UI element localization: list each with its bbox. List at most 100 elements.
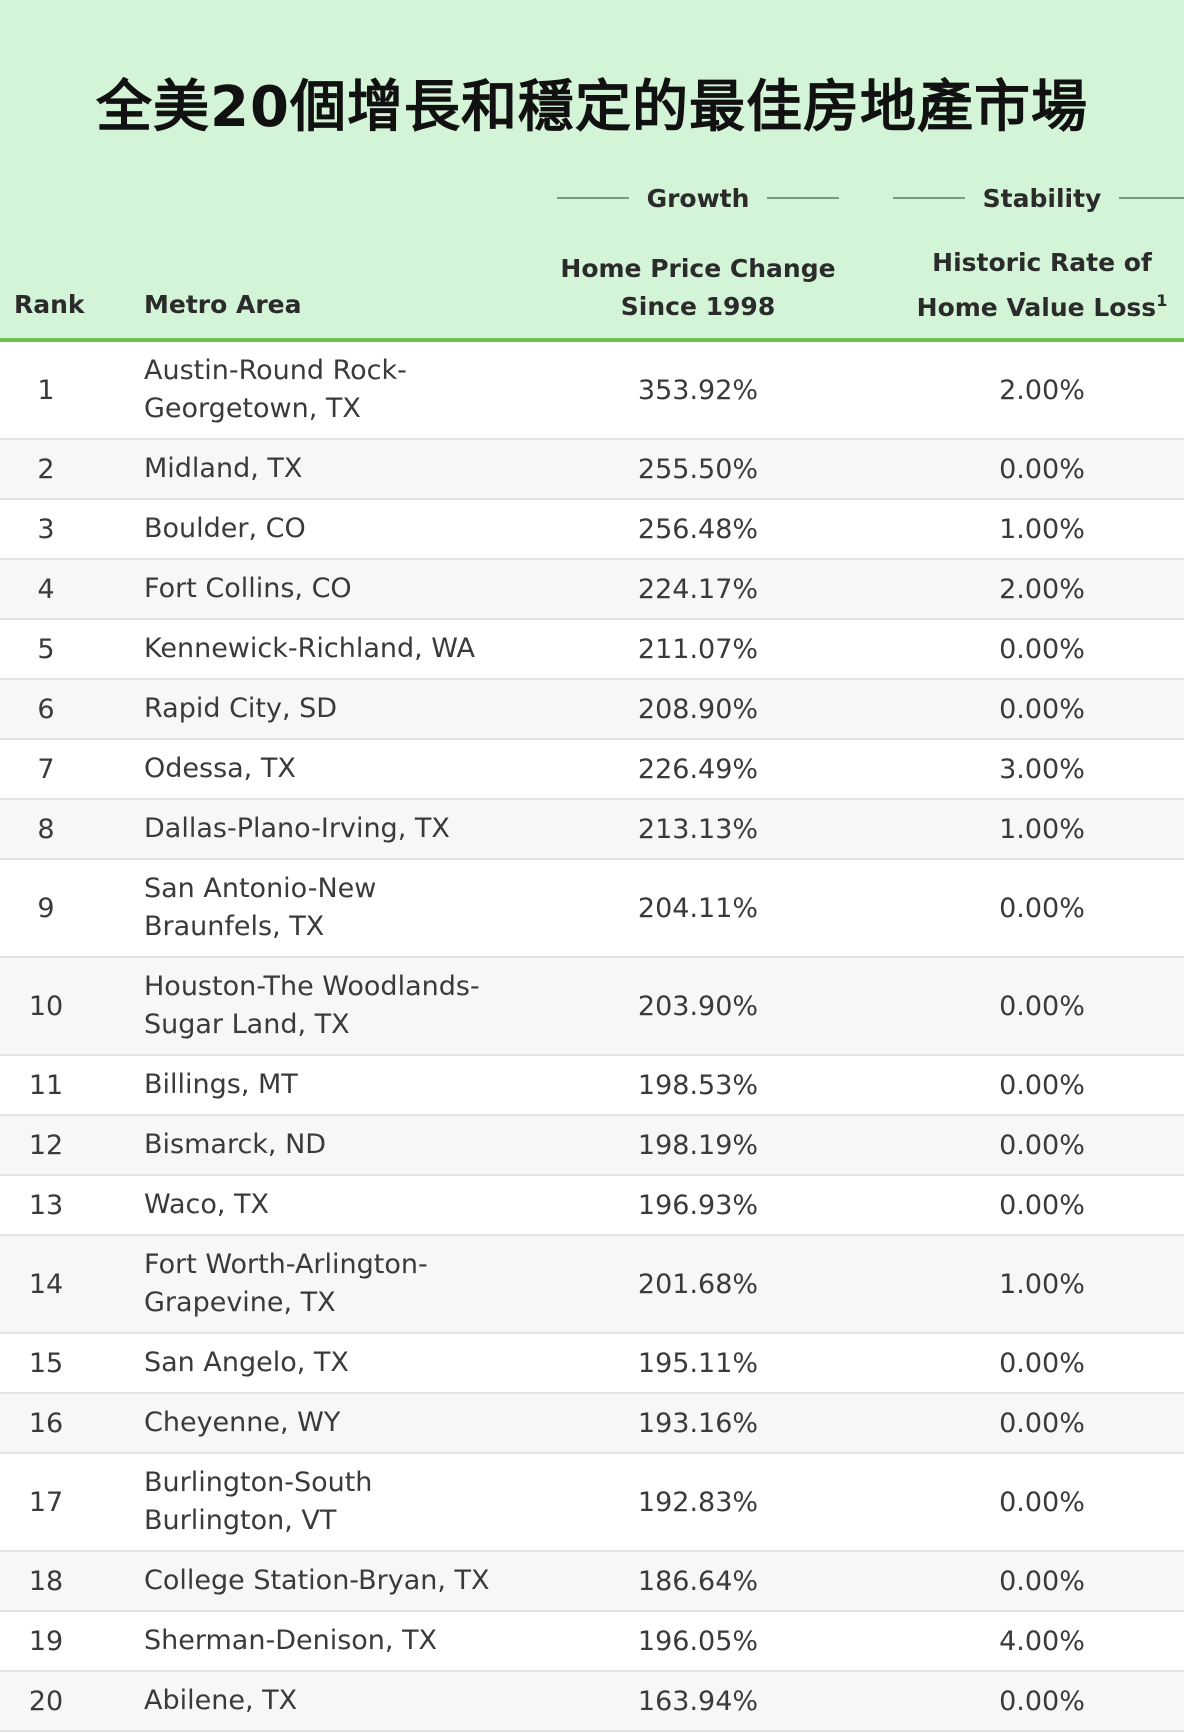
home-price-change-cell: 208.90% — [637, 693, 759, 725]
table-row: 13 Waco, TX 196.93% 0.00% — [0, 1176, 1184, 1236]
rank-cell: 15 — [28, 1347, 64, 1379]
metro-area-line: Braunfels, TX — [144, 911, 325, 942]
metro-area-cell: Odessa, TX — [144, 753, 296, 784]
table-row: 11 Billings, MT 198.53% 0.00% — [0, 1056, 1184, 1116]
home-value-loss-cell: 4.00% — [999, 1625, 1085, 1657]
rank-cell: 8 — [37, 813, 55, 845]
home-price-change-cell: 256.48% — [637, 513, 759, 545]
home-value-loss-cell: 0.00% — [999, 633, 1085, 665]
home-value-loss-cell: 0.00% — [999, 1069, 1085, 1101]
home-value-loss-cell: 0.00% — [999, 1407, 1085, 1439]
table-row: 10 Houston-The Woodlands- Sugar Land, TX 20… — [0, 958, 1184, 1056]
metro-area-cell: Fort Worth-Arlington- Grapevine, TX — [144, 1236, 524, 1332]
home-price-change-cell: 213.13% — [637, 813, 759, 845]
metro-area-cell: San Antonio-New Braunfels, TX — [144, 860, 524, 956]
home-price-change-cell: 198.19% — [637, 1129, 759, 1161]
home-price-change-cell: 196.05% — [637, 1625, 759, 1657]
home-value-loss-cell: 0.00% — [999, 1347, 1085, 1379]
home-value-loss-cell: 0.00% — [999, 1685, 1085, 1717]
metro-area-line: Sugar Land, TX — [144, 1009, 350, 1040]
metro-area-line: Houston-The Woodlands- — [144, 971, 480, 1002]
home-price-change-cell: 193.16% — [637, 1407, 759, 1439]
home-price-change-cell: 211.07% — [637, 633, 759, 665]
home-price-change-cell: 226.49% — [637, 753, 759, 785]
rank-cell: 12 — [28, 1129, 64, 1161]
metro-area-text: Houston-The Woodlands- Sugar Land, TX — [144, 968, 480, 1044]
rank-cell: 10 — [28, 990, 64, 1022]
rank-cell: 1 — [37, 374, 55, 406]
home-value-loss-cell: 2.00% — [999, 374, 1085, 406]
home-price-change-cell: 204.11% — [637, 892, 759, 924]
home-value-loss-cell: 0.00% — [999, 1565, 1085, 1597]
metro-area-cell: Dallas-Plano-Irving, TX — [144, 813, 450, 844]
column-header-line: Historic Rate of — [932, 248, 1152, 277]
home-price-change-cell: 192.83% — [637, 1486, 759, 1518]
page-title: 全美20個增長和穩定的最佳房地產市場 — [96, 75, 1088, 140]
home-value-loss-cell: 0.00% — [999, 1486, 1085, 1518]
column-header-line: Home Price Change — [560, 254, 836, 283]
metro-area-cell: College Station-Bryan, TX — [144, 1565, 490, 1596]
column-header-text: Home Value Loss — [916, 293, 1157, 322]
table-row: 9 San Antonio-New Braunfels, TX 204.11% 0.00… — [0, 860, 1184, 958]
rank-cell: 2 — [37, 453, 55, 485]
column-header-home-price-change: Home Price Change Since 1998 — [560, 250, 836, 326]
footnote-marker: 1 — [1156, 291, 1168, 310]
metro-area-cell: Kennewick-Richland, WA — [144, 633, 475, 664]
metro-area-text: San Antonio-New Braunfels, TX — [144, 870, 376, 946]
table-row: 7 Odessa, TX 226.49% 3.00% — [0, 740, 1184, 800]
home-price-change-cell: 198.53% — [637, 1069, 759, 1101]
column-header-metro-area: Metro Area — [144, 290, 302, 319]
rank-cell: 18 — [28, 1565, 64, 1597]
metro-area-line: Austin-Round Rock- — [144, 355, 407, 386]
metro-area-cell: Bismarck, ND — [144, 1129, 327, 1160]
table-row: 15 San Angelo, TX 195.11% 0.00% — [0, 1334, 1184, 1394]
home-value-loss-cell: 0.00% — [999, 990, 1085, 1022]
stability-group-heading: Stability — [892, 178, 1184, 218]
metro-area-cell: Abilene, TX — [144, 1685, 298, 1716]
rank-cell: 17 — [28, 1486, 64, 1518]
metro-area-cell: Midland, TX — [144, 453, 303, 484]
divider — [892, 197, 965, 199]
metro-area-cell: Burlington-South Burlington, VT — [144, 1454, 524, 1550]
home-price-change-cell: 196.93% — [637, 1189, 759, 1221]
table-row: 6 Rapid City, SD 208.90% 0.00% — [0, 680, 1184, 740]
growth-group-heading: Growth — [556, 178, 840, 218]
table-row: 8 Dallas-Plano-Irving, TX 213.13% 1.00% — [0, 800, 1184, 860]
rank-cell: 6 — [37, 693, 55, 725]
rank-cell: 3 — [37, 513, 55, 545]
metro-area-text: Austin-Round Rock- Georgetown, TX — [144, 352, 407, 428]
home-price-change-cell: 255.50% — [637, 453, 759, 485]
table-row: 14 Fort Worth-Arlington- Grapevine, TX 201.… — [0, 1236, 1184, 1334]
metro-area-line: Fort Worth-Arlington- — [144, 1249, 428, 1280]
metro-area-line: Georgetown, TX — [144, 393, 361, 424]
table-row: 17 Burlington-South Burlington, VT 192.83% 0… — [0, 1454, 1184, 1552]
metro-area-cell: Austin-Round Rock- Georgetown, TX — [144, 342, 524, 438]
home-value-loss-cell: 1.00% — [999, 813, 1085, 845]
table-row: 19 Sherman-Denison, TX 196.05% 4.00% — [0, 1612, 1184, 1672]
rank-cell: 14 — [28, 1268, 64, 1300]
table-row: 16 Cheyenne, WY 193.16% 0.00% — [0, 1394, 1184, 1454]
metro-area-cell: Waco, TX — [144, 1189, 270, 1220]
home-value-loss-cell: 1.00% — [999, 1268, 1085, 1300]
home-value-loss-cell: 1.00% — [999, 513, 1085, 545]
column-header-rank: Rank — [14, 290, 85, 319]
column-header-line: Home Value Loss1 — [900, 282, 1184, 327]
home-value-loss-cell: 0.00% — [999, 1189, 1085, 1221]
table-body: 1 Austin-Round Rock- Georgetown, TX 353.92%… — [0, 342, 1184, 1732]
metro-area-cell: Houston-The Woodlands- Sugar Land, TX — [144, 958, 524, 1054]
divider — [1119, 197, 1184, 199]
home-price-change-cell: 201.68% — [637, 1268, 759, 1300]
divider — [767, 197, 840, 199]
home-price-change-cell: 195.11% — [637, 1347, 759, 1379]
table-row: 18 College Station-Bryan, TX 186.64% 0.00% — [0, 1552, 1184, 1612]
table-row: 2 Midland, TX 255.50% 0.00% — [0, 440, 1184, 500]
home-price-change-cell: 163.94% — [637, 1685, 759, 1717]
table-header: 全美20個增長和穩定的最佳房地產市場 Growth Stability Rank… — [0, 0, 1184, 342]
metro-area-cell: Fort Collins, CO — [144, 573, 352, 604]
metro-area-line: San Antonio-New — [144, 873, 377, 904]
home-price-change-cell: 224.17% — [637, 573, 759, 605]
stability-group-label: Stability — [982, 183, 1102, 213]
rank-cell: 9 — [37, 892, 55, 924]
rank-cell: 16 — [28, 1407, 64, 1439]
rank-cell: 13 — [28, 1189, 64, 1221]
